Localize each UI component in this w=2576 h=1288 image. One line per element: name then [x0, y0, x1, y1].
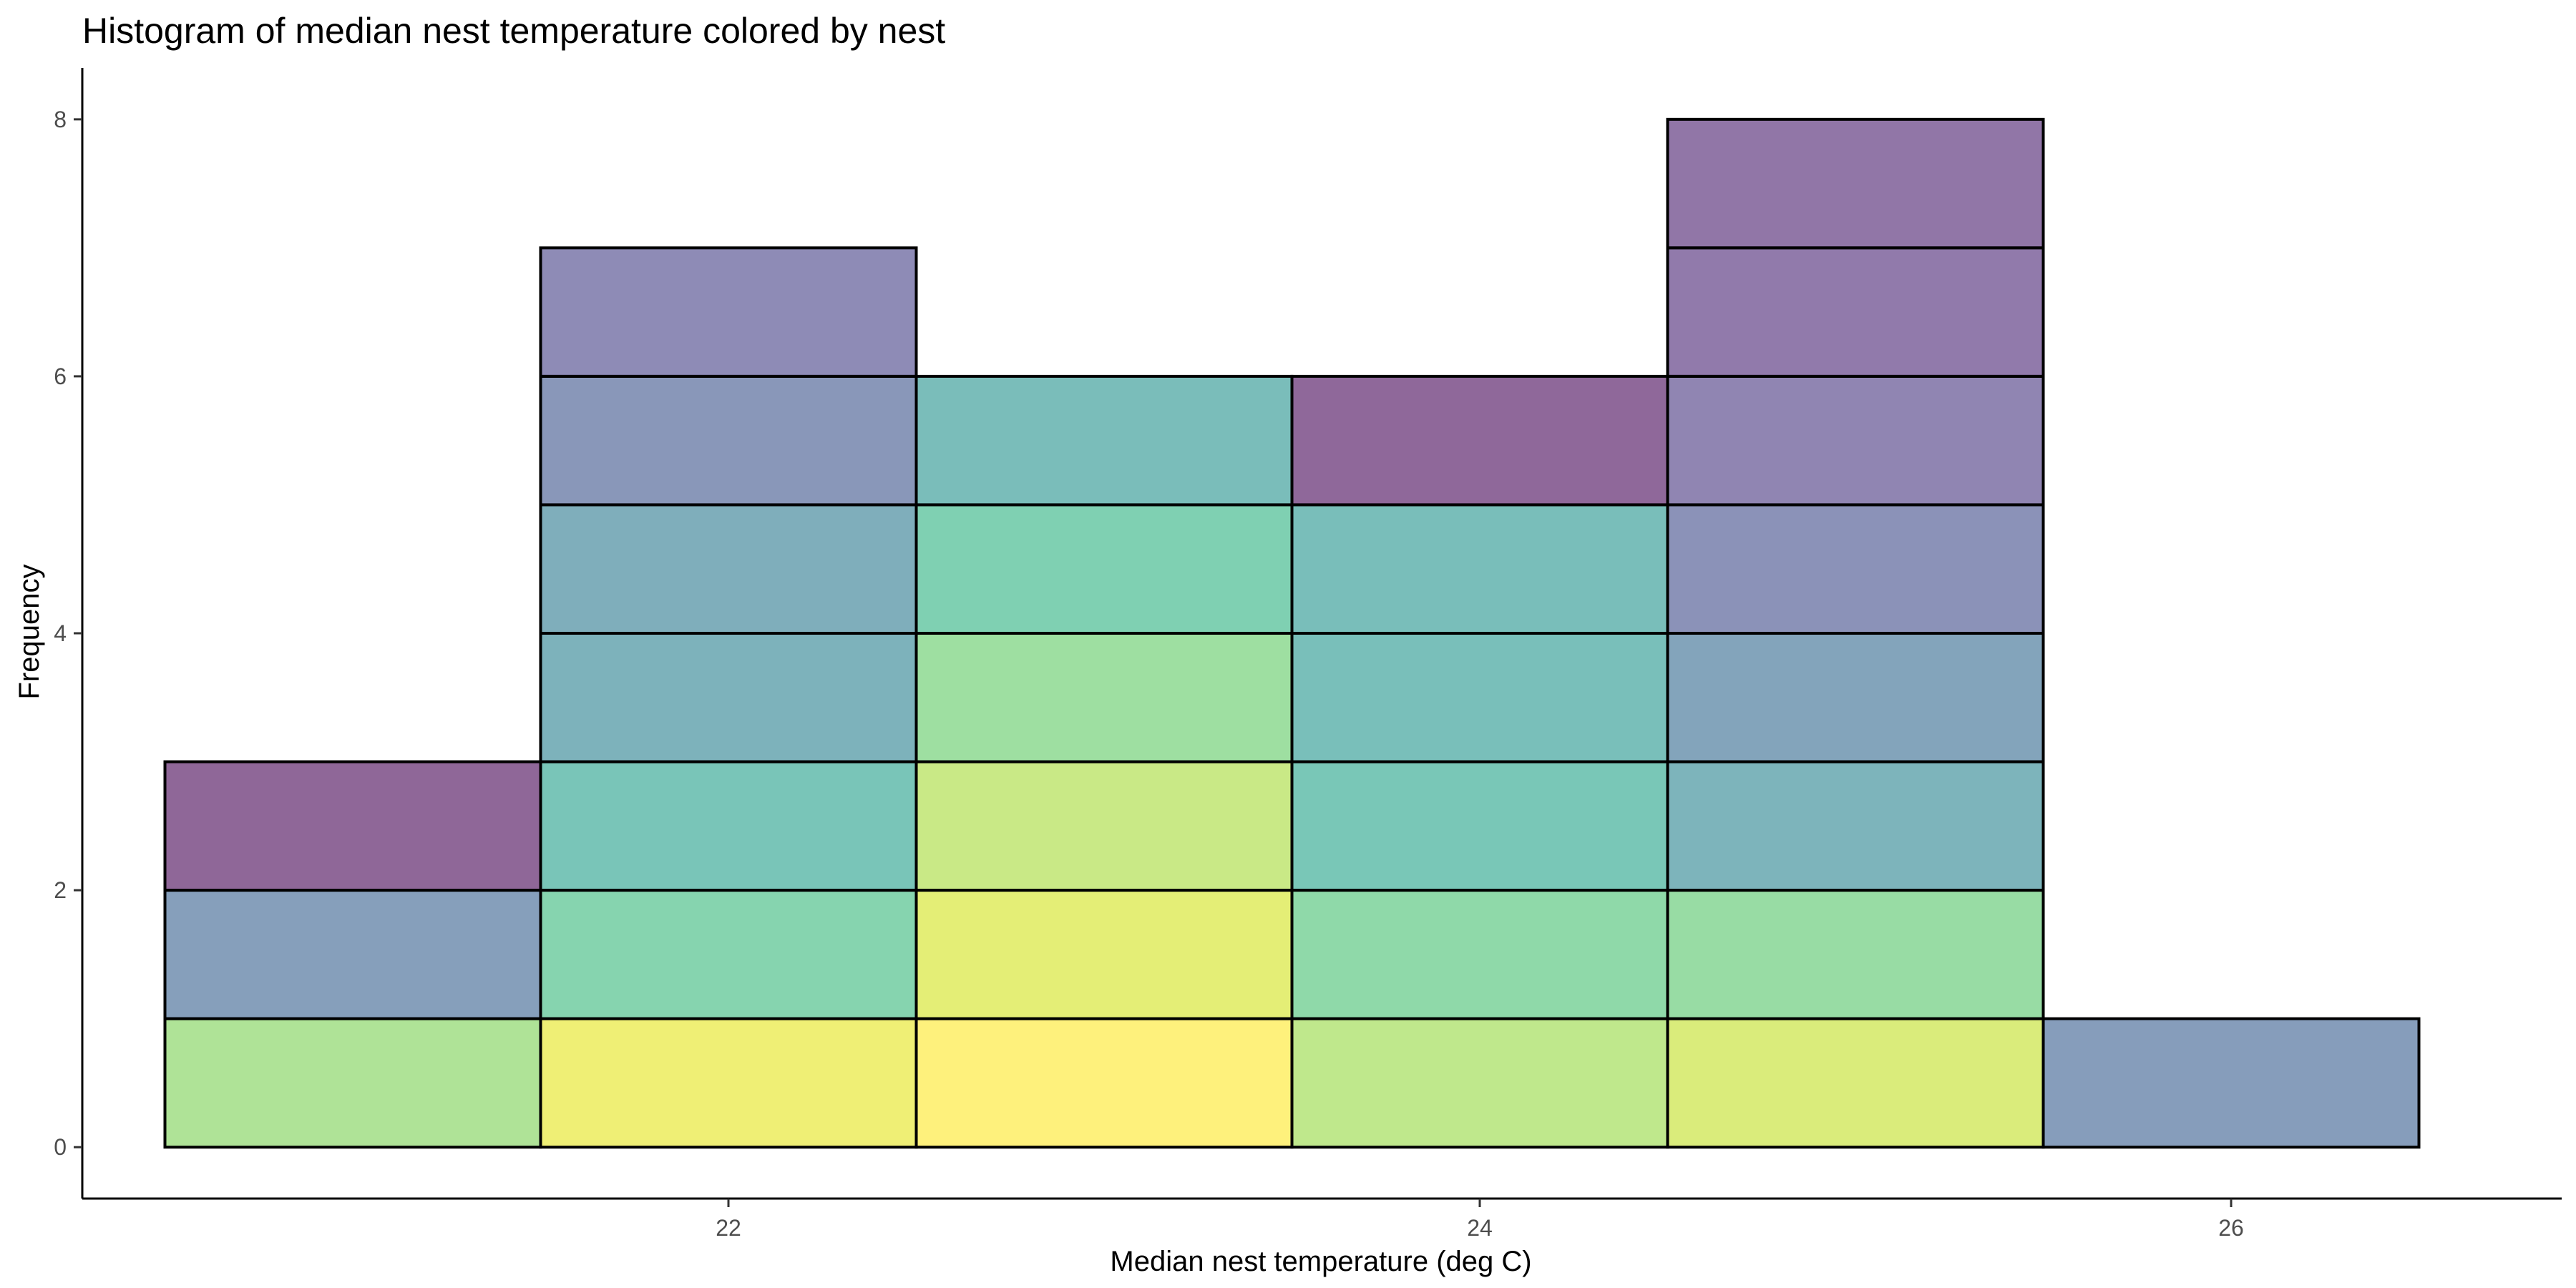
x-tick-label: 24 — [1467, 1215, 1493, 1241]
histogram-bars — [163, 117, 2421, 1149]
bin-4-segment-5 — [1290, 503, 1669, 635]
bin-4-segment-6 — [1290, 374, 1669, 507]
x-axis-ticks: 22 24 26 — [716, 1199, 2244, 1241]
y-tick-label: 8 — [54, 107, 67, 132]
bin-1-segment-3 — [163, 760, 542, 892]
bin-3-segment-5 — [914, 503, 1294, 635]
bin-3-segment-2 — [914, 889, 1294, 1020]
bin-2-segment-3 — [539, 760, 918, 892]
y-axis-title: Frequency — [14, 565, 45, 700]
y-tick-label: 2 — [54, 877, 67, 903]
bin-3-segment-3 — [914, 760, 1294, 892]
x-tick-label: 22 — [716, 1215, 741, 1241]
bin-2-segment-7 — [539, 246, 918, 378]
chart-title: Histogram of median nest temperature col… — [82, 11, 945, 51]
bin-5-segment-2 — [1666, 889, 2045, 1020]
bin-2-segment-4 — [539, 632, 918, 763]
bin-2-segment-1 — [539, 1017, 918, 1149]
bin-1-segment-1 — [163, 1017, 542, 1149]
y-axis-ticks: 0 2 4 6 8 — [54, 107, 82, 1160]
bin-5-segment-7 — [1666, 246, 2045, 378]
bin-1-segment-2 — [163, 889, 542, 1020]
bin-2-segment-5 — [539, 503, 918, 635]
x-axis-title: Median nest temperature (deg C) — [1110, 1246, 1531, 1277]
x-tick-label: 26 — [2218, 1215, 2244, 1241]
bin-4-segment-2 — [1290, 889, 1669, 1020]
bin-3-segment-4 — [914, 632, 1294, 763]
bin-5-segment-3 — [1666, 760, 2045, 892]
bin-5-segment-4 — [1666, 632, 2045, 763]
bin-5-segment-8 — [1666, 117, 2045, 250]
bin-5-segment-5 — [1666, 503, 2045, 635]
bin-4-segment-3 — [1290, 760, 1669, 892]
y-tick-label: 0 — [54, 1134, 67, 1160]
bin-2-segment-6 — [539, 374, 918, 507]
y-tick-label: 4 — [54, 620, 67, 646]
bin-4-segment-1 — [1290, 1017, 1669, 1149]
bin-3-segment-1 — [914, 1017, 1294, 1149]
bin-5-segment-1 — [1666, 1017, 2045, 1149]
bin-4-segment-4 — [1290, 632, 1669, 763]
bin-6-segment-1 — [2041, 1017, 2421, 1149]
bin-2-segment-2 — [539, 889, 918, 1020]
bin-5-segment-6 — [1666, 374, 2045, 507]
bin-3-segment-6 — [914, 374, 1294, 507]
y-tick-label: 6 — [54, 364, 67, 389]
